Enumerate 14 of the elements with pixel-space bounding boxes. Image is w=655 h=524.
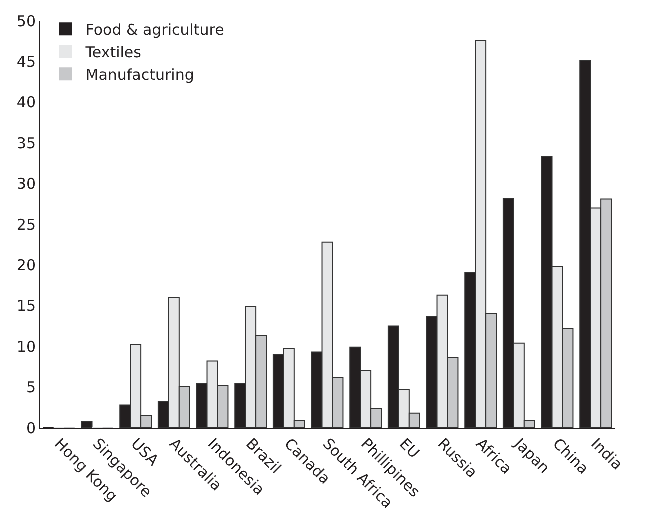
y-tick-label: 30 <box>16 175 36 194</box>
y-tick-label: 10 <box>16 338 36 356</box>
y-tick-label: 45 <box>16 52 36 71</box>
y-tick-label: 25 <box>16 216 36 234</box>
legend-label: Manufacturing <box>86 66 194 84</box>
y-tick-label: 20 <box>16 256 36 274</box>
y-tick-label: 35 <box>16 134 36 152</box>
y-tick-label: 40 <box>16 94 36 112</box>
y-tick-label: 0 <box>26 419 36 438</box>
y-tick-label: 50 <box>16 12 36 30</box>
y-tick-label: 15 <box>16 297 36 316</box>
legend-label: Textiles <box>84 43 142 62</box>
y-tick-label: 5 <box>26 378 36 397</box>
legend-label: Food & agriculture <box>86 20 224 39</box>
